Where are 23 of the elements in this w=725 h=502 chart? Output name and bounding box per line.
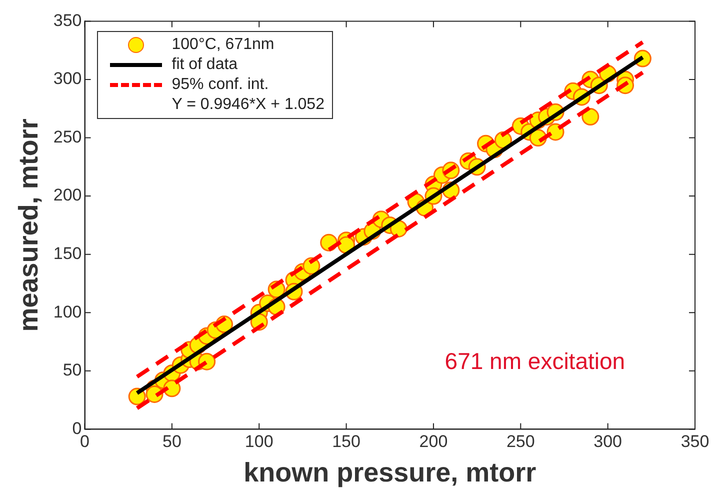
y-tick-label: 50 — [62, 360, 82, 380]
x-tick-label: 50 — [162, 432, 182, 452]
x-tick-label: 100 — [244, 432, 274, 452]
y-tick-label: 100 — [53, 302, 82, 322]
legend-label: 100°C, 671nm — [172, 35, 274, 56]
x-tick-label: 200 — [419, 432, 448, 452]
x-tick-label: 300 — [594, 432, 622, 452]
legend-label: fit of data — [172, 55, 238, 76]
y-tick-label: 150 — [53, 244, 82, 264]
annotation: 671 nm excitation — [444, 348, 626, 375]
y-axis-title: measured, mtorr — [14, 118, 44, 332]
y-tick-label: 350 — [53, 10, 82, 30]
annotation: Y = 0.9946*X + 1.052 — [170, 95, 324, 116]
y-tick-label: 200 — [53, 186, 82, 205]
y-tick-label: 0 — [72, 418, 82, 438]
y-tick-label: 250 — [53, 127, 82, 146]
y-tick-label: 300 — [53, 69, 82, 88]
point — [582, 108, 600, 126]
x-tick-label: 350 — [680, 432, 710, 452]
x-axis-title: known pressure, mtorr — [244, 457, 537, 488]
x-tick-label: 150 — [332, 432, 360, 452]
x-tick-label: 250 — [506, 432, 535, 452]
legend-label: 95% conf. int. — [172, 75, 269, 96]
